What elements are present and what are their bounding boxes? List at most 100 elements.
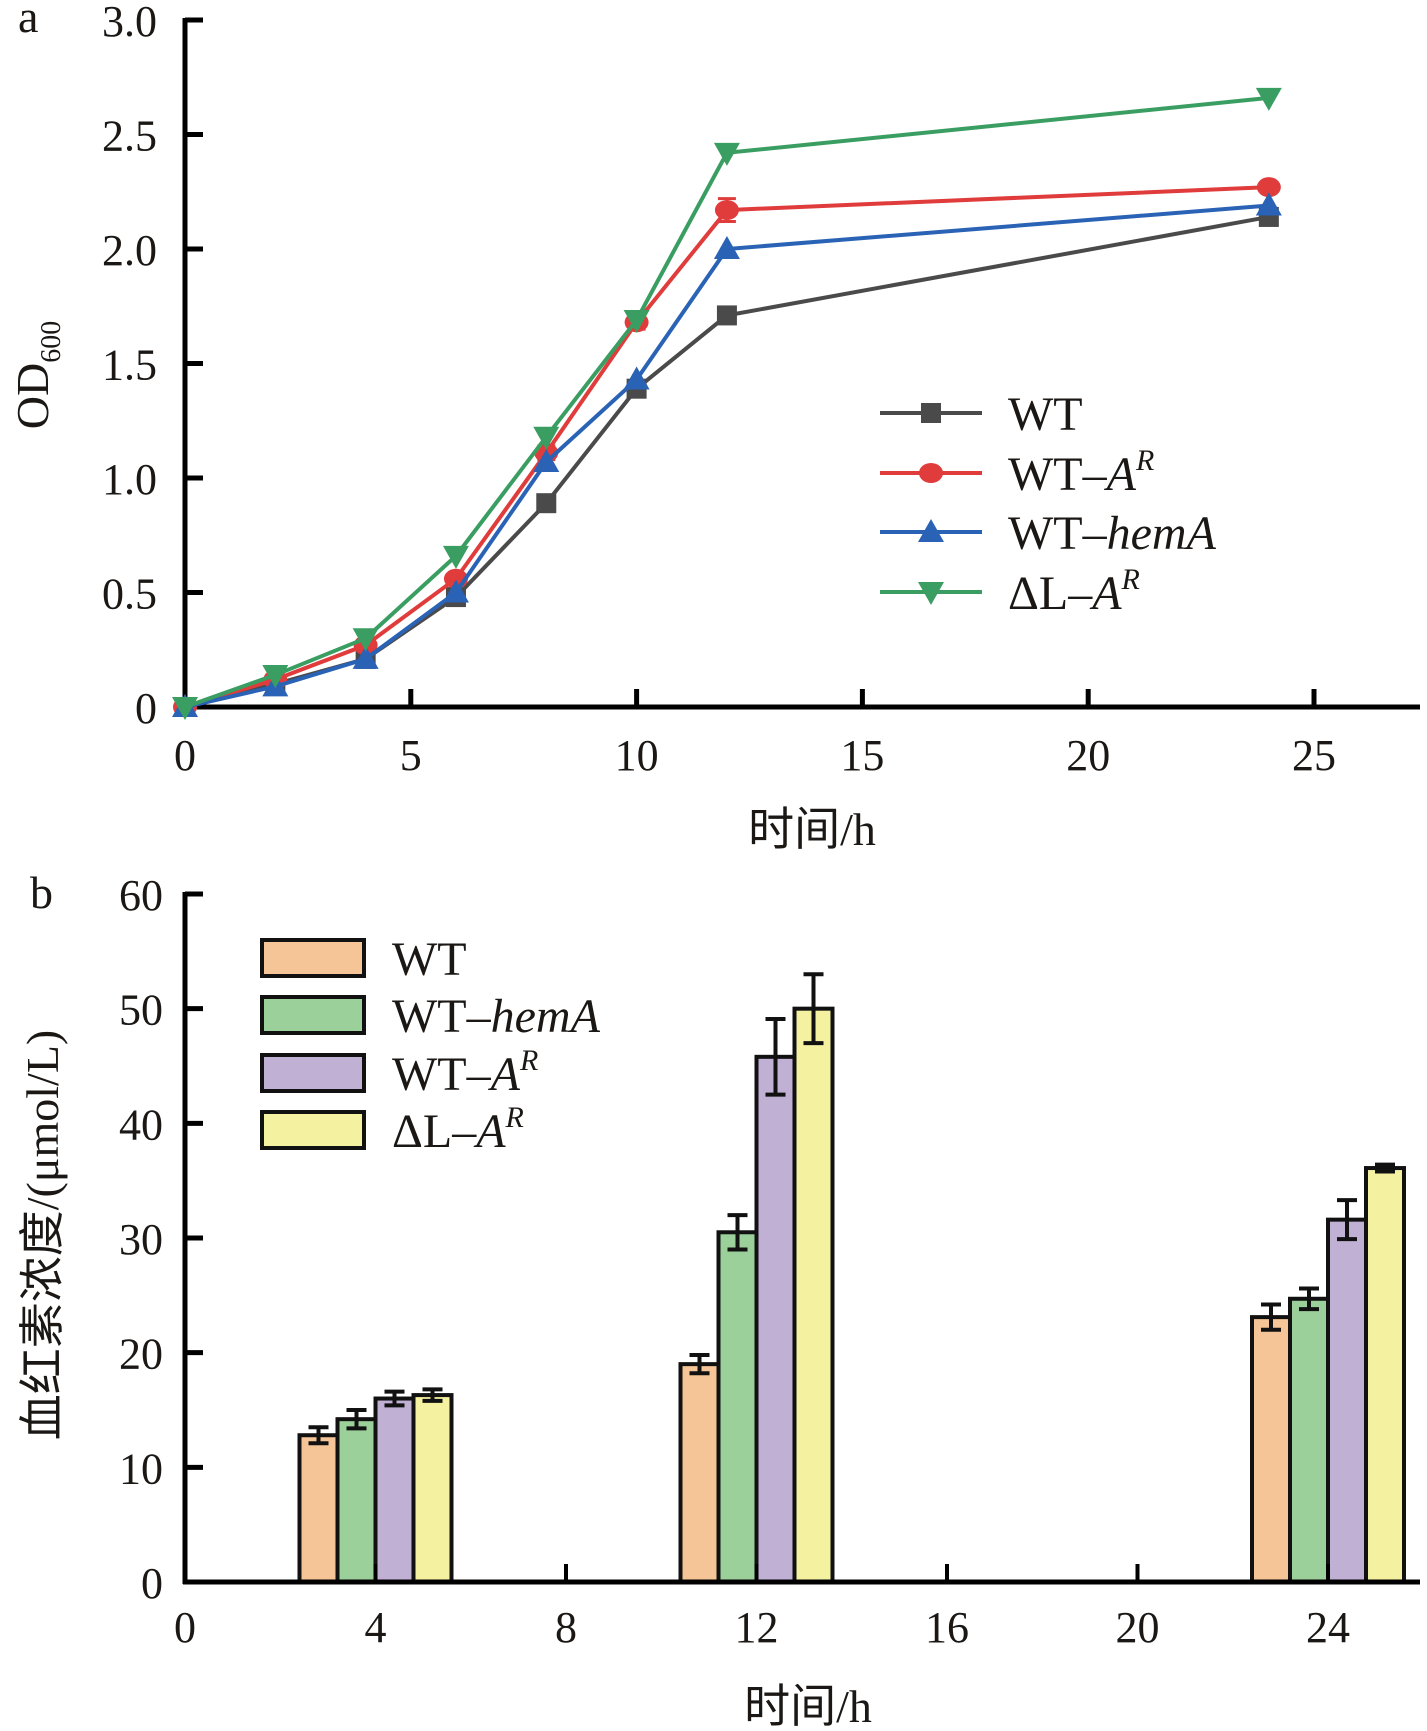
legend-label: WT–AR (392, 1044, 538, 1101)
panel-a-y-axis-title: OD600 (7, 321, 67, 429)
data-point (352, 645, 379, 669)
legend-marker (919, 463, 943, 483)
panel-a-label: a (18, 0, 38, 42)
x-tick-label: 8 (555, 1603, 577, 1652)
data-point (713, 142, 740, 166)
legend-label-italic: A (1089, 567, 1122, 620)
data-point (536, 493, 557, 514)
legend-swatch (260, 995, 366, 1035)
data-point (1256, 177, 1281, 198)
bar--l-a-r (1364, 1166, 1406, 1584)
legend-label: WT (1008, 388, 1083, 441)
legend-item: WT–hemA (260, 990, 601, 1043)
panel-a-x-ticks: 0 5 10 15 20 25 (174, 689, 1336, 780)
x-tick-label: 12 (735, 1603, 779, 1652)
legend-label-italic: A (488, 1048, 521, 1101)
x-tick-label: 20 (1116, 1603, 1160, 1652)
legend-label-italic: A (1104, 448, 1137, 501)
bar--l-a-r (411, 1393, 454, 1585)
y-tick-label: 3.0 (102, 0, 157, 46)
y-tick-label: 2.5 (102, 112, 157, 161)
legend-item: ΔL–AR (880, 563, 1140, 620)
series--l-a-r (172, 87, 1282, 720)
legend-label: WT–AR (1008, 444, 1154, 501)
panel-a-ylabel: OD (7, 363, 58, 429)
y-tick-label: 1.5 (102, 341, 157, 390)
data-point (442, 579, 469, 603)
legend-label: WT (392, 933, 467, 986)
data-point (352, 628, 379, 652)
bar-wt-a-r (1326, 1217, 1368, 1584)
panel-b-y-axis-title: 血红素浓度/(μmol/L) (17, 1030, 68, 1441)
legend-label: WT–hemA (1008, 507, 1217, 560)
series-line (184, 185, 1269, 709)
legend-label-italic: hemA (1107, 507, 1217, 560)
bar-group-24h (1250, 1162, 1406, 1584)
bar-group-4h (297, 1387, 454, 1585)
series-line (184, 95, 1270, 709)
bar-group-12h (678, 972, 835, 1585)
x-tick-label: 20 (1066, 731, 1110, 780)
legend-item: WT (880, 388, 1083, 441)
y-tick-label: 2.0 (102, 226, 157, 275)
data-point (442, 545, 469, 569)
legend-label-main: WT (392, 933, 467, 986)
legend-label-main: ΔL– (392, 1105, 477, 1158)
data-point (713, 236, 740, 259)
legend-marker (918, 582, 944, 605)
y-tick-label: 1.0 (102, 455, 157, 504)
bar-wt (678, 1362, 721, 1584)
series-line (184, 203, 1270, 709)
y-tick-label: 10 (119, 1444, 163, 1493)
legend-swatch (260, 938, 366, 978)
bar-wt-hema (1288, 1296, 1330, 1584)
legend-label: WT–hemA (392, 990, 601, 1043)
legend-label-main: WT– (1008, 507, 1108, 560)
bar-wt-a-r (754, 1054, 797, 1584)
panel-a-line-chart: a 0 0.5 1.0 1.5 2.0 2.5 3.0 0 5 10 15 20 25 OD600 时… (7, 0, 1420, 855)
data-point (262, 664, 289, 688)
legend-marker (921, 403, 941, 423)
legend-marker (918, 519, 944, 542)
panel-a-series (172, 87, 1282, 720)
data-point (533, 426, 560, 450)
series-wt-hema (172, 192, 1282, 717)
legend-label: ΔL–AR (392, 1101, 524, 1158)
data-point (172, 697, 198, 720)
legend-item: WT (260, 933, 467, 986)
data-point (623, 366, 650, 390)
legend-label-superscript: R (505, 1101, 524, 1134)
bar-wt-hema (716, 1230, 759, 1585)
legend-label-italic: hemA (491, 990, 601, 1043)
legend-label-superscript: R (1135, 444, 1154, 477)
svg-text:OD600: OD600 (7, 321, 67, 429)
bar-wt-a-r (373, 1396, 416, 1584)
x-tick-label: 4 (365, 1603, 387, 1652)
legend-swatch (260, 1053, 366, 1093)
legend-label-main: WT– (1008, 448, 1108, 501)
data-point (1255, 192, 1282, 216)
data-point (716, 305, 737, 326)
bar-wt (1250, 1315, 1292, 1584)
legend-label-italic: A (473, 1105, 506, 1158)
x-tick-label: 5 (400, 731, 422, 780)
panel-a-x-axis-title: 时间/h (748, 804, 876, 855)
bar-wt (297, 1433, 340, 1585)
y-tick-label: 20 (119, 1330, 163, 1379)
x-tick-label: 15 (840, 731, 884, 780)
legend-label-main: WT– (392, 1048, 492, 1101)
x-tick-label: 0 (174, 731, 196, 780)
legend-label-main: WT (1008, 388, 1083, 441)
x-tick-label: 10 (615, 731, 659, 780)
y-tick-label: 0.5 (102, 570, 157, 619)
legend-item: WT–AR (260, 1044, 538, 1101)
data-point (623, 309, 650, 333)
bar--l-a-r (792, 1006, 835, 1584)
y-tick-label: 50 (119, 986, 163, 1035)
bar-wt-hema (335, 1417, 378, 1584)
y-tick-label: 60 (119, 871, 163, 920)
data-point (714, 200, 739, 221)
